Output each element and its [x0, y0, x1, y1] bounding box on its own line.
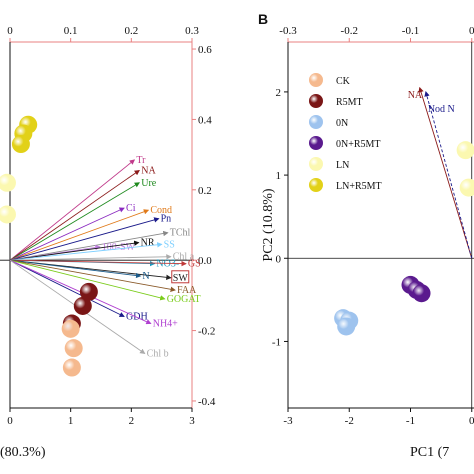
- legend-label: 0N: [336, 118, 348, 129]
- legend-label: CK: [336, 76, 351, 87]
- bottom-tick-label: 1: [68, 415, 74, 427]
- loading-label: FAA: [177, 285, 197, 296]
- left-tick-label: -1: [272, 336, 281, 348]
- right-tick-label: 0.0: [198, 255, 212, 267]
- bottom-tick-label: 3: [189, 415, 195, 427]
- top-tick-label: -0.1: [402, 25, 419, 37]
- loading-label: GS: [188, 259, 201, 270]
- loading-arrow: [9, 242, 163, 261]
- score-point: [0, 173, 16, 192]
- loading-arrow: [9, 259, 142, 279]
- loading-label: SS: [164, 239, 175, 250]
- top-tick-label: 0.1: [64, 25, 78, 37]
- loading-arrow: [9, 259, 176, 292]
- loading-label: NA: [141, 165, 156, 176]
- loading-label: NA: [408, 90, 423, 101]
- loading-label: Cond: [150, 205, 172, 216]
- score-point: [62, 358, 81, 377]
- legend-label: LN+R5MT: [336, 181, 382, 192]
- score-point: [64, 339, 83, 358]
- score-point: [79, 282, 98, 301]
- right-tick-label: 0.4: [198, 114, 212, 126]
- loading-arrow: [9, 159, 136, 261]
- top-tick-label: -0.2: [341, 25, 358, 37]
- loading-arrow: [9, 259, 187, 267]
- right-tick-label: 0.2: [198, 185, 212, 197]
- loading-arrow: [9, 259, 125, 317]
- bottom-tick-label: 0: [469, 415, 474, 427]
- loading-arrow: [424, 91, 473, 259]
- left-tick-label: 2: [276, 87, 282, 99]
- panel-a: 0 0.1 0.2 0.3 0 1 2 3 0.6 0.4 0.2 0.0 -0.2 -0.4 (80.3%…: [0, 25, 216, 460]
- loading-arrow: [418, 86, 473, 259]
- loading-arrow: [9, 209, 150, 261]
- bottom-tick-label: -3: [283, 415, 293, 427]
- left-tick-label: 0: [276, 253, 282, 265]
- loading-arrow: [9, 207, 125, 261]
- loading-label: TChl: [170, 228, 191, 239]
- x-axis-title: (80.3%): [0, 445, 46, 460]
- loading-label: SW: [173, 273, 189, 284]
- loading-label: Chl b: [147, 348, 169, 359]
- score-point: [11, 135, 30, 154]
- panel-letter: B: [258, 11, 268, 27]
- top-tick-label: 0.2: [124, 25, 138, 37]
- loading-label: Pn: [161, 214, 172, 225]
- score-point: [456, 141, 474, 160]
- right-tick-label: 0.6: [198, 44, 212, 56]
- score-point: [73, 296, 92, 315]
- legend-label: 0N+R5MT: [336, 139, 381, 150]
- score-point: [337, 317, 356, 336]
- loading-arrow: [9, 217, 160, 261]
- legend-label: LN: [336, 160, 349, 171]
- loading-label: NH4+: [153, 319, 178, 330]
- loading-arrow: [9, 254, 172, 261]
- bottom-tick-label: 2: [129, 415, 135, 427]
- loading-arrow: [9, 169, 140, 261]
- legend-marker: [309, 136, 323, 150]
- bottom-tick-label: 0: [7, 415, 13, 427]
- top-tick-label: 0: [469, 25, 474, 37]
- loading-arrow: [9, 240, 140, 261]
- top-tick-label: 0: [7, 25, 13, 37]
- loading-label: NO3-: [156, 259, 179, 270]
- loading-label: Ci: [126, 203, 136, 214]
- loading-arrow: [9, 259, 166, 301]
- loading-label: N: [142, 271, 149, 282]
- panel-b: B -0.3 -0.2 -0.1 0 -3 -2 -1 0 2 1 0 -1 PC1 (7 PC2 (10.…: [258, 11, 474, 460]
- loading-label: 100-SW: [102, 242, 136, 253]
- legend-marker: [309, 157, 323, 171]
- score-point: [0, 205, 16, 224]
- legend-marker: [309, 94, 323, 108]
- bottom-tick-label: -2: [345, 415, 354, 427]
- loading-label: Nod N: [428, 104, 455, 115]
- sw-highlight-box: [171, 270, 190, 284]
- right-tick-label: -0.4: [198, 396, 216, 408]
- y-axis-title: PC2 (10.8%): [261, 188, 276, 261]
- legend-label: R5MT: [336, 97, 363, 108]
- loading-label: Ure: [141, 178, 157, 189]
- loading-arrow: [9, 230, 169, 261]
- top-tick-label: -0.3: [279, 25, 297, 37]
- left-tick-label: 1: [276, 170, 282, 182]
- loading-label: GOGAT: [167, 294, 201, 305]
- top-tick-label: 0.3: [185, 25, 199, 37]
- legend-marker: [309, 73, 323, 87]
- loading-label: NR: [141, 238, 155, 249]
- loading-label: Chl a: [173, 252, 195, 263]
- score-point: [459, 178, 474, 197]
- x-axis-title: PC1 (7: [410, 445, 449, 460]
- legend-marker: [309, 115, 323, 129]
- loading-arrow: [9, 182, 140, 261]
- bottom-tick-label: -1: [406, 415, 415, 427]
- loading-label: Tr: [136, 155, 146, 166]
- score-point: [412, 284, 431, 303]
- right-tick-label: -0.2: [198, 326, 215, 338]
- score-point: [61, 319, 80, 338]
- legend-marker: [309, 178, 323, 192]
